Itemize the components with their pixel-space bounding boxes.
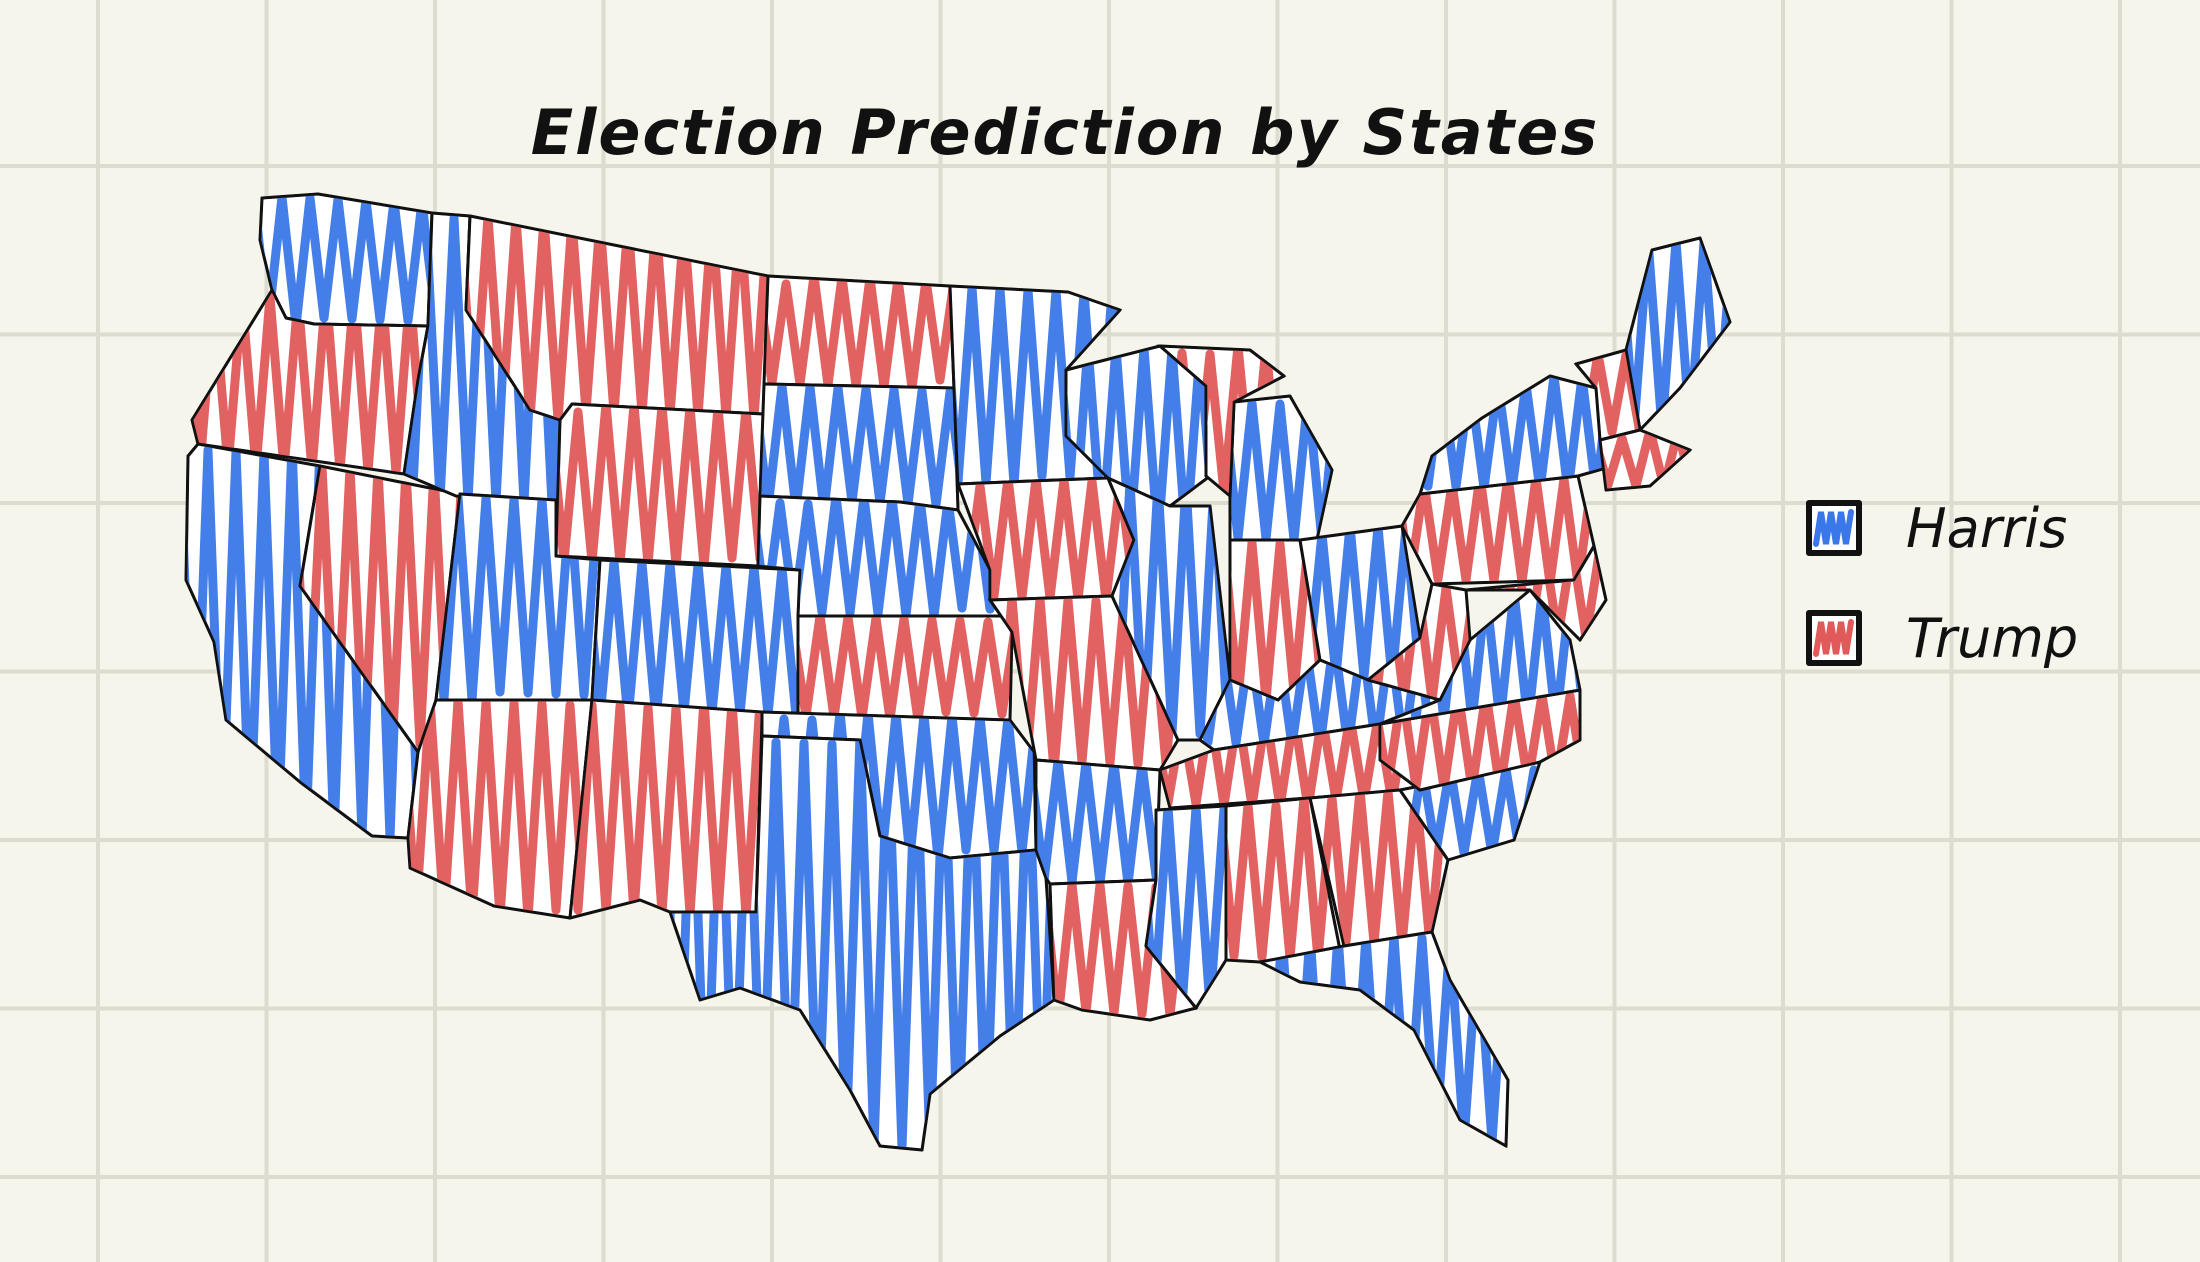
state-massachusetts-connecticut: [1598, 428, 1693, 492]
state-alabama: [1224, 796, 1342, 964]
state-colorado: [590, 558, 802, 722]
legend-label-trump: Trump: [1906, 606, 2079, 670]
trump-swatch-icon: [1806, 610, 1862, 666]
state-arizona: [406, 698, 594, 920]
state-illinois: [1105, 475, 1232, 742]
states-layer: [184, 192, 1732, 1152]
state-north-dakota: [762, 274, 956, 390]
state-new-york: [1418, 374, 1608, 496]
map-title: Election Prediction by States: [530, 96, 1600, 169]
harris-swatch-icon: [1806, 500, 1862, 556]
state-florida: [1256, 930, 1510, 1149]
state-louisiana: [1048, 878, 1199, 1022]
state-kansas: [796, 614, 1014, 722]
state-south-dakota: [758, 382, 960, 512]
state-wyoming: [554, 402, 766, 568]
legend-item-trump: Trump: [1806, 606, 2078, 670]
state-arkansas: [1034, 758, 1162, 886]
legend-item-harris: Harris: [1806, 496, 2078, 560]
legend-label-harris: Harris: [1906, 496, 2068, 560]
state-maine: [1624, 236, 1732, 433]
state-michigan: [1228, 394, 1334, 546]
legend: Harris Trump: [1806, 496, 2078, 716]
state-new-mexico: [568, 698, 764, 920]
state-indiana: [1228, 538, 1322, 702]
